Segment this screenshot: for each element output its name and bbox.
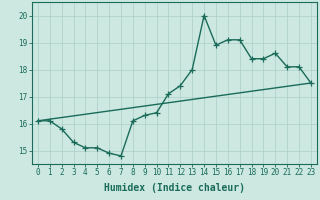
X-axis label: Humidex (Indice chaleur): Humidex (Indice chaleur) — [104, 183, 245, 193]
